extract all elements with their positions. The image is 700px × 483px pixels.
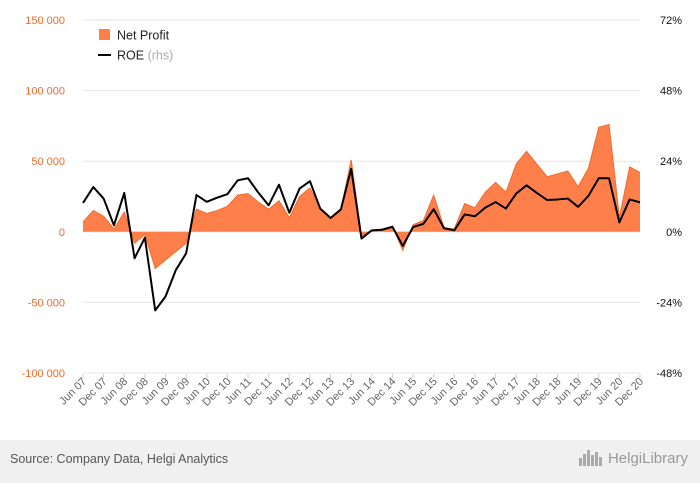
left-axis: -100 000 -50 000 0 50 000 100 000 150 000 xyxy=(22,15,65,380)
brand-logo: HelgiLibrary xyxy=(578,449,688,467)
right-tick-label: -48% xyxy=(656,368,682,380)
footer-bar: Source: Company Data, Helgi Analytics He… xyxy=(0,440,700,483)
right-tick-label: -24% xyxy=(656,297,682,309)
plot-area xyxy=(82,123,641,312)
source-note: Source: Company Data, Helgi Analytics xyxy=(10,452,229,466)
legend: Net Profit ROE (rhs) xyxy=(98,29,173,63)
left-tick-label: -100 000 xyxy=(22,368,65,380)
legend-label-net-profit: Net Profit xyxy=(117,29,170,43)
brand-name: HelgiLibrary xyxy=(607,449,688,467)
left-tick-label: -50 000 xyxy=(28,297,65,309)
series-area-net-profit xyxy=(83,124,640,269)
right-tick-label: 48% xyxy=(660,86,682,98)
legend-label-roe: ROE (rhs) xyxy=(117,49,173,63)
left-tick-label: 100 000 xyxy=(25,86,65,98)
left-tick-label: 150 000 xyxy=(25,15,65,27)
right-tick-label: 72% xyxy=(660,15,682,27)
left-tick-label: 0 xyxy=(59,227,65,239)
legend-swatch-net-profit xyxy=(99,29,110,40)
left-tick-label: 50 000 xyxy=(31,156,65,168)
city-skyline-icon xyxy=(578,449,604,467)
series-line-roe xyxy=(82,167,641,312)
chart-canvas: -100 000 -50 000 0 50 000 100 000 150 000 -48… xyxy=(22,15,683,409)
right-axis: -48% -24% 0% 24% 48% 72% xyxy=(656,15,682,380)
right-tick-label: 24% xyxy=(660,156,682,168)
right-tick-label: 0% xyxy=(666,227,682,239)
